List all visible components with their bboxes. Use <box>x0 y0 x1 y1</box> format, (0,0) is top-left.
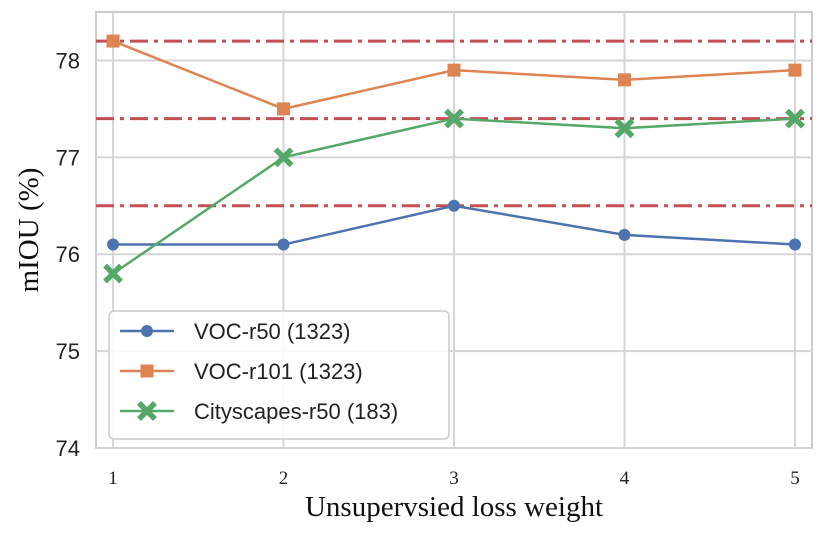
y-axis-ticks: 74 75 76 77 78 <box>56 48 80 461</box>
legend-marker <box>141 325 153 337</box>
data-point <box>618 228 631 241</box>
x-tick-label: 2 <box>279 468 289 489</box>
data-point <box>614 118 635 139</box>
data-point <box>107 238 120 251</box>
series-group <box>103 34 805 284</box>
data-point <box>788 238 801 251</box>
x-tick-label: 3 <box>449 468 459 489</box>
data-point <box>277 238 290 251</box>
data-point <box>788 63 802 77</box>
legend-item: Cityscapes-r50 (183) <box>120 399 398 424</box>
legend: VOC-r50 (1323) VOC-r101 (1323) Cityscapes-… <box>108 310 450 440</box>
data-point <box>447 63 461 77</box>
data-point <box>106 34 120 48</box>
legend-item: VOC-r50 (1323) <box>120 319 351 344</box>
y-tick-label: 77 <box>56 145 80 170</box>
data-point <box>785 108 805 129</box>
y-tick-label: 75 <box>56 339 80 364</box>
y-tick-label: 76 <box>56 242 80 267</box>
y-tick-label: 74 <box>56 436 80 461</box>
legend-label: VOC-r50 (1323) <box>194 319 351 344</box>
data-point <box>617 73 631 87</box>
legend-marker <box>137 401 157 421</box>
series-3 <box>103 108 805 284</box>
data-point <box>444 108 464 129</box>
y-tick-label: 78 <box>56 48 80 73</box>
legend-label: VOC-r101 (1323) <box>194 359 363 384</box>
legend-item: VOC-r101 (1323) <box>120 359 363 384</box>
x-axis-ticks: 1 2 3 4 5 <box>108 468 799 489</box>
x-axis-label: Unsupervsied loss weight <box>305 491 603 523</box>
x-tick-label: 1 <box>108 468 118 489</box>
x-tick-label: 4 <box>620 468 630 489</box>
data-point <box>277 102 291 116</box>
legend-box <box>108 310 450 440</box>
x-tick-label: 5 <box>790 468 800 489</box>
data-point <box>448 199 460 212</box>
series-1 <box>107 199 801 251</box>
data-point <box>273 147 294 168</box>
y-axis-label: mIOU (%) <box>13 168 45 293</box>
legend-marker <box>140 364 154 378</box>
series-2 <box>106 34 802 116</box>
data-point <box>103 263 123 284</box>
legend-label: Cityscapes-r50 (183) <box>194 399 398 424</box>
